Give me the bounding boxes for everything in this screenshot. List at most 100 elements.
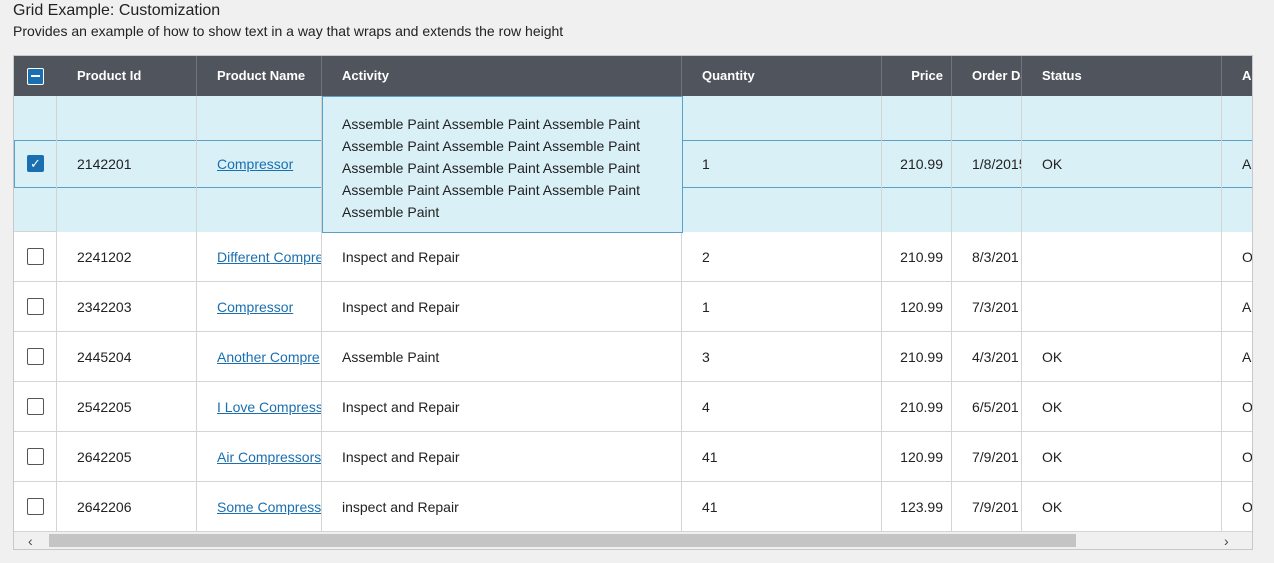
activity-popup: Assemble Paint Assemble Paint Assemble P… [322,96,683,233]
product-link[interactable]: Air Compressors [217,448,322,465]
cell: I Love Compress [197,382,322,432]
cell-text: 7/3/201 [972,298,1019,315]
cell: Compressor [197,96,322,232]
cell-text: 2542205 [77,398,132,415]
cell-text: O [1242,398,1253,415]
column-header[interactable]: Product Name [197,56,322,96]
row-checkbox[interactable] [27,398,44,415]
cell: 3 [682,332,882,382]
cell: 41 [682,482,882,532]
cell-text: 1/8/2015 [972,156,1022,172]
cell: 123.99 [882,482,952,532]
cell-text: 210.99 [900,348,943,365]
checkbox-cell [14,432,57,482]
cell: O [1222,482,1253,532]
cell: 2 [682,232,882,282]
checkbox-cell [14,282,57,332]
cell-text: O [1242,248,1253,265]
cell: 210.99 [882,232,952,282]
cell: Different Compre [197,232,322,282]
cell-text: 3 [702,348,710,365]
product-link[interactable]: Compressor [217,298,294,315]
cell-text: 6/5/201 [972,398,1019,415]
product-link[interactable]: Different Compre [217,248,322,265]
row-checkbox[interactable] [27,498,44,515]
cell: 120.99 [882,282,952,332]
cell-text: 4 [702,398,710,415]
cell: 8/3/201 [952,232,1022,282]
cell: O [1222,382,1253,432]
product-link[interactable]: Another Compre [217,348,320,365]
row-checkbox[interactable] [27,448,44,465]
scroll-thumb[interactable] [49,534,1076,547]
cell-text: 120.99 [900,298,943,315]
cell-text: 2241202 [77,248,132,265]
cell: 2642206 [57,482,197,532]
cell-text: 41 [702,498,718,515]
cell-text: 2142201 [77,156,132,172]
cell-text: 8/3/201 [972,248,1019,265]
cell-text: 2342203 [77,298,132,315]
select-all-cell [14,56,58,96]
product-link[interactable]: Compressor [217,156,294,172]
column-header[interactable]: Quantity [682,56,882,96]
column-header[interactable]: Status [1022,56,1222,96]
cell: Another Compre [197,332,322,382]
cell-text: Ac [1242,156,1252,172]
cell-text: 2 [702,248,710,265]
row-checkbox[interactable] [27,298,44,315]
subtitle: Provides an example of how to show text … [13,23,564,39]
cell [1022,282,1222,332]
cell-text: 120.99 [900,448,943,465]
checkbox-cell [14,382,57,432]
cell-text: O [1242,498,1253,515]
cell: 2342203 [57,282,197,332]
cell: A [1222,332,1252,382]
scroll-right[interactable]: › [1224,533,1229,549]
cell-text: A [1242,298,1252,315]
checkbox-cell: ✓ [14,96,57,232]
cell: 2241202 [57,232,197,282]
row-checkbox[interactable]: ✓ [27,155,44,172]
cell: 6/5/201 [952,382,1022,432]
cell-text: A [1242,348,1252,365]
column-header[interactable]: Product Id [57,56,197,96]
cell: 2142201 [57,96,197,232]
horizontal-scrollbar[interactable]: ‹ › [14,532,1252,549]
cell: inspect and Repair [322,482,682,532]
cell [1022,232,1222,282]
cell: A [1222,282,1252,332]
row-checkbox[interactable] [27,248,44,265]
column-header[interactable]: Activity [322,56,682,96]
product-link[interactable]: Some Compress [217,498,322,515]
cell: OK [1022,332,1222,382]
cell: 7/9/201 [952,482,1022,532]
cell: OK [1022,96,1222,232]
cell: O [1222,232,1253,282]
cell-text: inspect and Repair [342,498,459,515]
cell: 41 [682,432,882,482]
cell: 1 [682,282,882,332]
select-all-checkbox[interactable] [27,67,44,85]
cell-text: 7/9/201 [972,498,1019,515]
column-header[interactable]: Ac [1222,56,1252,96]
product-link[interactable]: I Love Compress [217,398,322,415]
cell-text: O [1242,448,1253,465]
cell: 2542205 [57,382,197,432]
cell: 210.99 [882,96,952,232]
column-header[interactable]: Price [882,56,952,96]
grid: ‹ › Product Id Product Name Activity Quanti… [13,55,1253,550]
column-header[interactable]: Order Da [952,56,1022,96]
cell: Compressor [197,282,322,332]
cell-text: OK [1042,398,1063,415]
title: Grid Example: Customization [13,2,221,19]
row-checkbox[interactable] [27,348,44,365]
cell: Inspect and Repair [322,232,682,282]
checkbox-cell [14,332,57,382]
cell: O [1222,432,1253,482]
scroll-left[interactable]: ‹ [28,533,33,549]
cell: 1 [682,96,882,232]
cell: OK [1022,432,1222,482]
cell: Air Compressors [197,432,322,482]
